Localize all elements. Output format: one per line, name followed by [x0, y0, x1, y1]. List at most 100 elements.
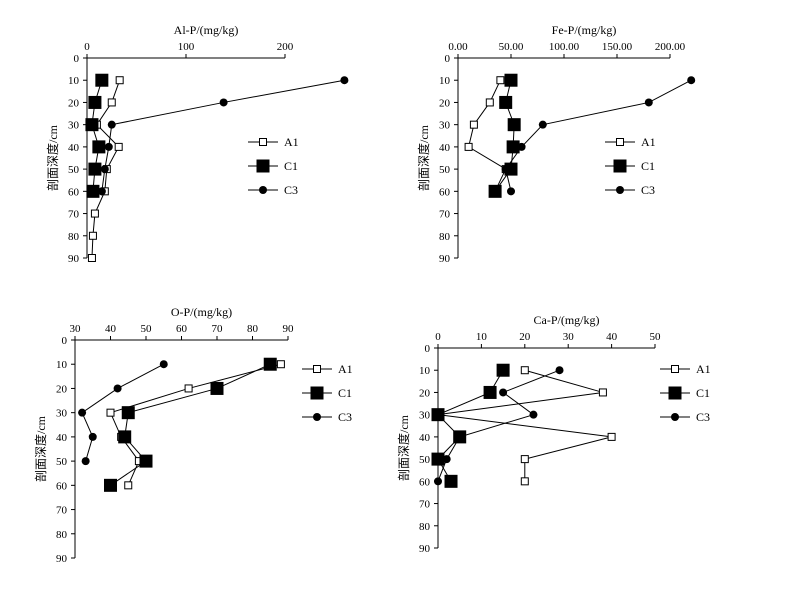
data-point: [506, 140, 520, 154]
x-tick-label: 50: [650, 331, 662, 343]
plot-area: [464, 73, 696, 198]
x-tick-label: 80: [247, 323, 259, 335]
y-tick-label: 80: [439, 231, 451, 243]
data-point: [504, 73, 518, 87]
y-tick-label: 30: [56, 408, 68, 420]
data-point: [520, 477, 529, 486]
data-point: [501, 165, 510, 174]
legend-entry-C3: C3: [248, 183, 298, 197]
x-axis-title: Fe-P/(mg/kg): [552, 23, 617, 37]
x-tick-label: 100.00: [549, 41, 580, 53]
legend-marker: [616, 186, 624, 194]
data-point: [499, 95, 513, 109]
data-point: [483, 385, 497, 399]
plot-area: [85, 73, 349, 262]
series-line: [437, 369, 612, 482]
x-tick-label: 50: [141, 323, 153, 335]
plot-area: [78, 357, 285, 492]
data-point: [106, 408, 115, 417]
y-tick-label: 90: [68, 253, 80, 265]
data-point: [340, 76, 349, 85]
series-A1: [464, 76, 510, 196]
x-tick-label: 0: [435, 331, 441, 343]
y-tick-label: 20: [419, 387, 431, 399]
data-point: [88, 162, 102, 176]
y-tick-label: 70: [439, 209, 451, 221]
series-C1: [85, 73, 109, 198]
x-tick-label: 150.00: [602, 41, 633, 53]
data-point: [107, 120, 116, 129]
data-point: [469, 120, 478, 129]
x-tick-label: 200.00: [655, 41, 686, 53]
data-point: [496, 363, 510, 377]
y-tick-label: 80: [68, 231, 80, 243]
legend-marker: [256, 159, 270, 173]
x-axis-title: Al-P/(mg/kg): [174, 23, 239, 37]
x-tick-label: 30: [563, 331, 575, 343]
x-tick-label: 20: [519, 331, 531, 343]
y-tick-label: 30: [68, 120, 80, 132]
data-point: [442, 455, 451, 464]
series-line: [110, 363, 271, 486]
series-C1: [488, 73, 521, 198]
series-C3: [78, 360, 168, 466]
y-tick-label: 0: [62, 335, 68, 347]
series-A1: [434, 366, 616, 486]
data-point: [529, 410, 538, 419]
data-point: [455, 432, 464, 441]
data-point: [538, 120, 547, 129]
x-tick-label: 60: [176, 323, 188, 335]
legend-label: A1: [696, 362, 711, 376]
legend-entry-C1: C1: [660, 386, 710, 400]
legend-label: A1: [284, 135, 299, 149]
x-tick-label: 10: [476, 331, 488, 343]
y-tick-label: 90: [56, 553, 68, 565]
data-point: [499, 388, 508, 397]
data-point: [88, 231, 97, 240]
panel-4: 0 10 20 30 40 50 0 10 20 30 40 50 60 70 80 90 Ca-P/(mg/k…: [396, 313, 711, 555]
data-point: [104, 142, 113, 151]
data-point: [263, 357, 277, 371]
y-tick-label: 20: [439, 97, 451, 109]
data-point: [159, 360, 168, 369]
legend-marker: [671, 413, 679, 421]
data-point: [114, 142, 123, 151]
legend-entry-A1: A1: [248, 135, 299, 149]
legend-label: C3: [696, 410, 710, 424]
y-tick-label: 80: [419, 521, 431, 533]
y-tick-label: 40: [56, 432, 68, 444]
data-point: [485, 98, 494, 107]
data-point: [431, 408, 445, 422]
x-tick-label: 100: [178, 41, 195, 53]
legend-entry-C1: C1: [302, 386, 352, 400]
series-line: [505, 79, 692, 192]
data-point: [434, 477, 442, 486]
y-axis-title: 剖面深度/cm: [416, 124, 431, 191]
y-tick-label: 90: [419, 543, 431, 555]
legend-label: C1: [338, 386, 352, 400]
data-point: [517, 142, 526, 151]
data-point: [210, 381, 224, 395]
series-C3: [97, 76, 349, 196]
legend-label: C3: [284, 183, 298, 197]
y-tick-label: 90: [439, 253, 451, 265]
data-point: [107, 98, 116, 107]
x-axis-title: O-P/(mg/kg): [171, 305, 232, 319]
y-tick-label: 60: [56, 480, 68, 492]
legend-entry-A1: A1: [605, 135, 656, 149]
y-tick-label: 70: [419, 499, 431, 511]
x-tick-label: 0.00: [448, 41, 468, 53]
plot-area: [431, 363, 616, 488]
data-point: [86, 184, 100, 198]
data-point: [115, 76, 124, 85]
y-axis-title: 剖面深度/cm: [33, 415, 48, 482]
data-point: [184, 384, 193, 393]
x-tick-label: 30: [70, 323, 82, 335]
y-tick-label: 10: [439, 75, 451, 87]
legend-marker: [671, 365, 679, 373]
panel-1: 0 100 200 0 10 20 30 40 50 60 70 80 90 Al-P/(mg/kg) 剖面…: [45, 23, 349, 265]
y-tick-label: 70: [68, 209, 80, 221]
y-axis-title: 剖面深度/cm: [45, 124, 60, 191]
series-C3: [434, 366, 564, 486]
